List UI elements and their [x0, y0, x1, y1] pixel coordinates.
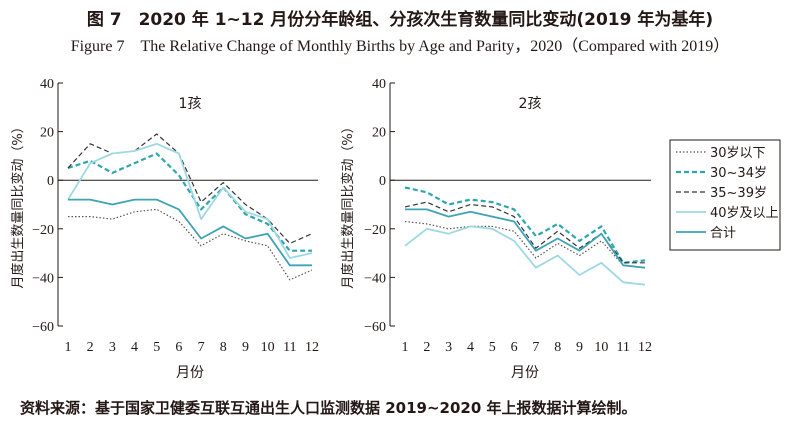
- x-tick-label: 8: [554, 340, 561, 355]
- series-line-second-child-4: [405, 208, 646, 269]
- x-tick-label: 2: [423, 340, 430, 355]
- series-line-second-child-0: [404, 220, 646, 269]
- y-tick-label: −20: [32, 223, 54, 238]
- legend-label: 合计: [710, 226, 736, 241]
- x-tick-label: 11: [283, 340, 296, 355]
- x-axis-label: 月份: [176, 365, 204, 381]
- figure-title-cn: 图 7 2020 年 1~12 月份分年龄组、分孩次生育数量同比变动(2019 …: [86, 10, 714, 30]
- x-tick-label: 3: [445, 340, 452, 355]
- legend-label: 30岁以下: [710, 146, 766, 161]
- legend-label: 30~34岁: [710, 166, 767, 181]
- x-tick-label: 7: [532, 340, 539, 355]
- y-tick-label: 20: [372, 126, 386, 141]
- x-tick-label: 6: [175, 340, 182, 355]
- x-tick-label: 4: [467, 340, 474, 355]
- legend-label: 40岁及以上: [710, 206, 779, 221]
- y-tick-label: −40: [364, 271, 386, 286]
- x-axis-label: 月份: [511, 365, 539, 381]
- series-line-first-child-1: [67, 152, 312, 252]
- source-note: 资料来源：基于国家卫健委互联互通出生人口监测数据 2019~2020 年上报数据…: [20, 399, 637, 417]
- y-tick-label: 0: [379, 174, 386, 189]
- y-tick-label: 0: [47, 174, 54, 189]
- y-tick-label: 20: [40, 126, 54, 141]
- x-tick-label: 8: [220, 340, 227, 355]
- series-line-first-child-3: [67, 142, 313, 259]
- figure-title-en: Figure 7 The Relative Change of Monthly …: [70, 38, 730, 55]
- series-line-first-child-2: [67, 133, 313, 244]
- y-tick-label: −60: [32, 320, 54, 335]
- x-tick-label: 4: [131, 340, 138, 355]
- x-tick-label: 2: [87, 340, 94, 355]
- y-tick-label: 40: [40, 77, 54, 92]
- y-tick-label: −60: [364, 320, 386, 335]
- x-tick-label: 1: [65, 340, 72, 355]
- series-line-second-child-1: [404, 186, 646, 264]
- series-line-second-child-3: [404, 225, 646, 286]
- y-axis-label: 月度出生数量同比变动（%）: [340, 120, 356, 288]
- x-tick-label: 5: [153, 340, 160, 355]
- x-tick-label: 1: [402, 340, 409, 355]
- x-tick-label: 5: [489, 340, 496, 355]
- x-tick-label: 3: [109, 340, 116, 355]
- legend-label: 35~39岁: [710, 186, 767, 201]
- x-tick-label: 10: [594, 340, 608, 355]
- x-tick-label: 7: [198, 340, 205, 355]
- y-tick-label: −20: [364, 223, 386, 238]
- x-tick-label: 9: [242, 340, 249, 355]
- x-tick-label: 12: [638, 340, 652, 355]
- panel-title: 2孩: [519, 96, 542, 112]
- x-tick-label: 12: [305, 340, 319, 355]
- x-tick-label: 11: [616, 340, 629, 355]
- x-tick-label: 9: [576, 340, 583, 355]
- x-tick-label: 10: [261, 340, 275, 355]
- series-line-first-child-4: [68, 198, 312, 267]
- y-tick-label: 40: [372, 77, 386, 92]
- y-axis-label: 月度出生数量同比变动（%）: [10, 120, 26, 288]
- panel-title: 1孩: [179, 96, 202, 112]
- x-tick-label: 6: [511, 340, 518, 355]
- y-tick-label: −40: [32, 271, 54, 286]
